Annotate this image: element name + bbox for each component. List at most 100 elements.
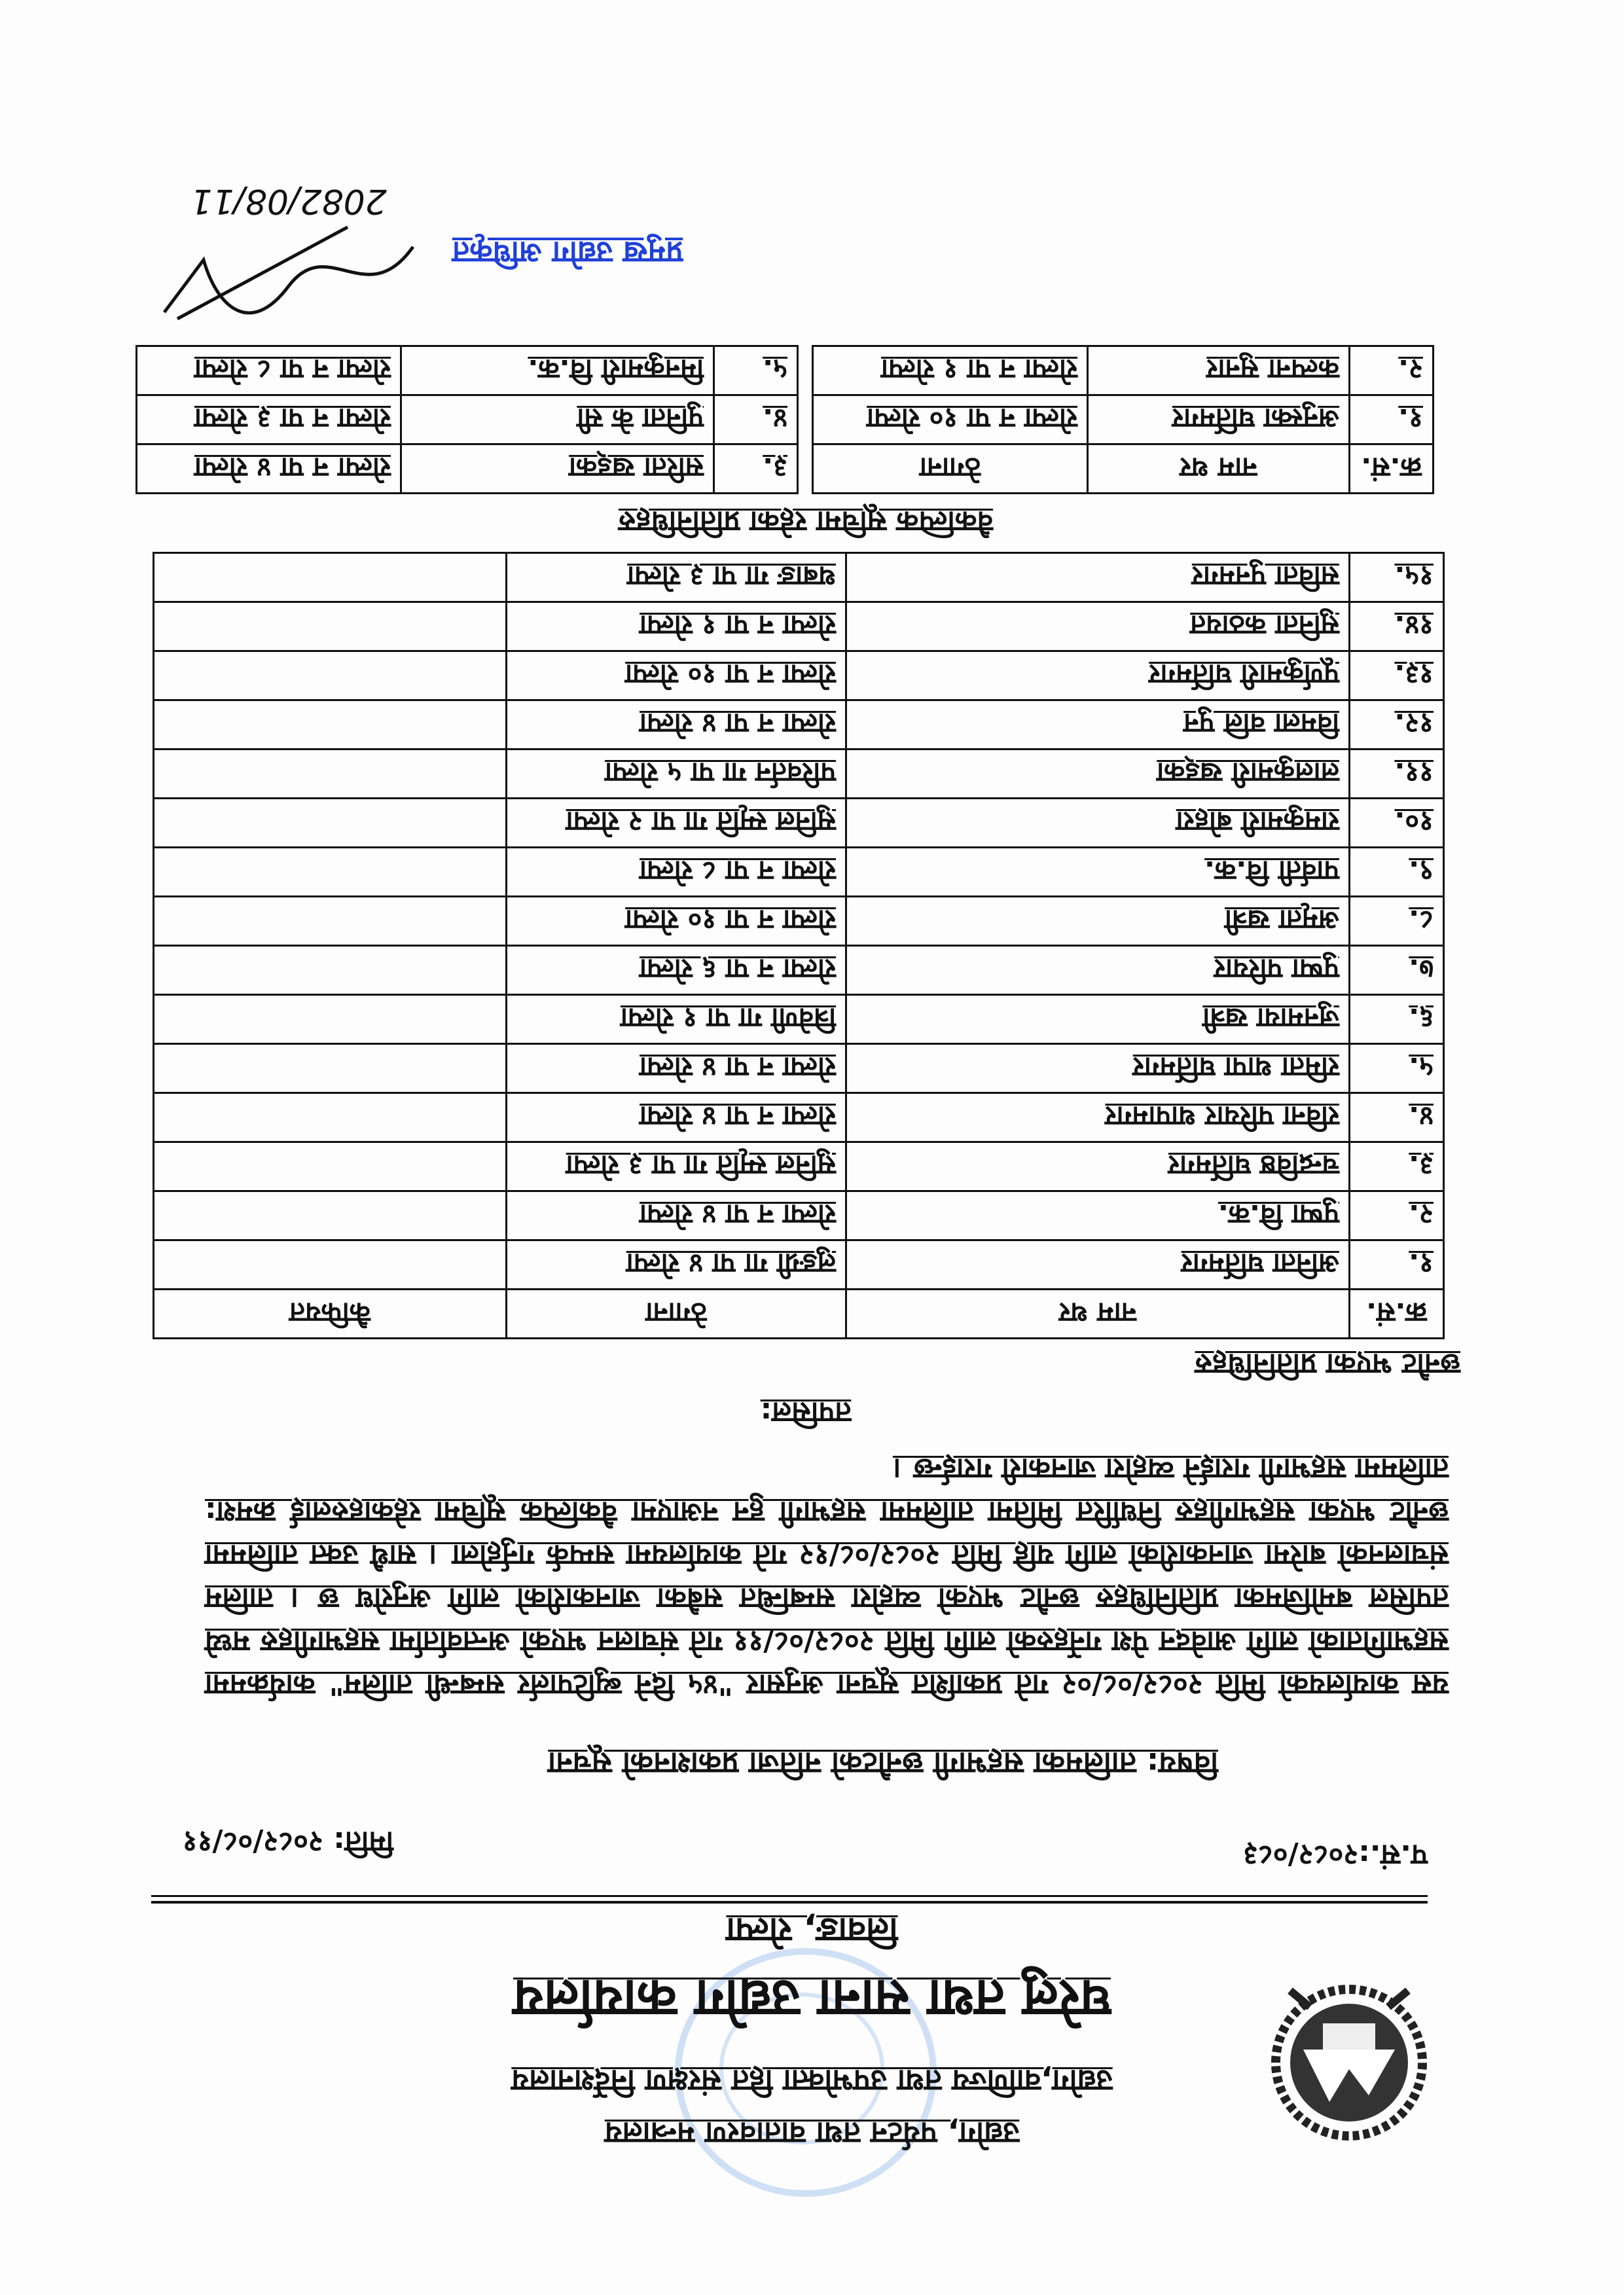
table-row: १. अनुस्का घर्तिमगर रोल्पा न पा १० रोल्पा xyxy=(812,395,1434,444)
cell-address: रोल्पा न पा ४ रोल्पा xyxy=(506,700,846,750)
sn-text: ५. xyxy=(1409,1051,1434,1084)
cell-name: जुनमाया खत्री xyxy=(846,994,1350,1044)
table-row: ८. अमृता खत्री रोल्पा न पा १० रोल्पा xyxy=(153,896,1444,946)
cell-sn: ९. xyxy=(1349,847,1444,897)
name-text: लालकुमारी खड्का xyxy=(1157,757,1339,789)
alternate-heading: वैकल्पिक सूचिमा रहेका प्रतिनिधिहरु xyxy=(618,505,994,538)
cell-sn: ८. xyxy=(1349,896,1444,946)
sn-text: १०. xyxy=(1394,806,1434,839)
sn-text: ९. xyxy=(1409,855,1434,888)
subject-line: विषय: तालिमका सहभागी छनौटको नतिजा प्रकाश… xyxy=(548,1746,1218,1781)
notice-content: यस कार्यालयको मिति २०८२/०८/०२ गते प्रकाश… xyxy=(136,181,1460,1706)
address-text: रोल्पा न पा ६ रोल्पा xyxy=(640,953,836,986)
cell-remark xyxy=(153,994,507,1044)
address-text: रोल्पा न पा ४ रोल्पा xyxy=(640,1051,836,1084)
cell-remark xyxy=(153,602,507,651)
cell-remark xyxy=(153,945,507,995)
sn-text: ४. xyxy=(1409,1100,1434,1133)
address-text: रोल्पा न पा ८ रोल्पा xyxy=(194,353,391,386)
cell-name: सरिता खड्का xyxy=(401,444,714,494)
address-text: रोल्पा न पा ८ रोल्पा xyxy=(640,855,836,888)
address-text: लुङग्री गा पा ४ रोल्पा xyxy=(626,1248,836,1280)
address-text: रोल्पा न पा १० रोल्पा xyxy=(867,403,1077,435)
cell-address: रोल्पा न पा १ रोल्पा xyxy=(812,346,1088,395)
cell-address: रोल्पा न पा ८ रोल्पा xyxy=(136,346,401,395)
table-row: ६. जुनमाया खत्री त्रिवेणी गा पा १ रोल्पा xyxy=(153,994,1444,1044)
name-text: अनिता घर्तिमगर xyxy=(1181,1248,1339,1280)
name-text: विमला वलि पुन xyxy=(1183,708,1339,740)
cell-sn: १. xyxy=(1349,1240,1444,1290)
table-row: २. पुष्पा वि.क. रोल्पा न पा ४ रोल्पा xyxy=(153,1191,1444,1240)
office-location: लिवाङ, रोल्पा xyxy=(726,1910,898,1949)
cell-sn: ३. xyxy=(713,444,798,494)
sn-text: १४. xyxy=(1394,609,1434,642)
cell-sn: ४. xyxy=(1349,1093,1444,1142)
cell-address: रोल्पा न पा ३ रोल्पा xyxy=(136,395,401,444)
cell-remark xyxy=(153,1240,507,1290)
column-header-sn: क्र.सं. xyxy=(1349,444,1434,494)
cell-address: थबाङ गा पा ३ रोल्पा xyxy=(506,552,846,602)
cell-name: रविना परियार थापामगर xyxy=(846,1093,1350,1142)
name-text: सुनिता कठायत xyxy=(1190,609,1339,642)
cell-remark xyxy=(153,749,507,799)
cell-address: रोल्पा न पा ४ रोल्पा xyxy=(506,1191,846,1240)
sn-text: ४. xyxy=(763,403,787,435)
name-text: पार्वती वि.क. xyxy=(1204,855,1339,888)
reference-number: प.सं.:२०८२/०८३ xyxy=(1243,1838,1428,1871)
cell-name: विमला वलि पुन xyxy=(846,700,1350,750)
cell-remark xyxy=(153,798,507,848)
sn-text: ८. xyxy=(1409,904,1434,937)
cell-name: पुष्पा परियार xyxy=(846,945,1350,995)
sn-text: ७. xyxy=(1409,953,1434,986)
cell-sn: ७. xyxy=(1349,945,1444,995)
selected-heading: छनौट भएका प्रतिनिधिहरु xyxy=(1195,1347,1460,1381)
ministry-name: उद्योग, पर्यटन तथा वातावरण मन्त्रालय xyxy=(604,2116,1020,2151)
cell-name: सुनिता कठायत xyxy=(846,602,1350,651)
table-row: ४. रविना परियार थापामगर रोल्पा न पा ४ रोल्… xyxy=(153,1093,1444,1142)
cell-remark xyxy=(153,1142,507,1191)
table-row: १४. सुनिता कठायत रोल्पा न पा १ रोल्पा xyxy=(153,602,1444,651)
cell-address: रोल्पा न पा ४ रोल्पा xyxy=(506,1093,846,1142)
cell-remark xyxy=(153,700,507,750)
sn-text: ११. xyxy=(1394,757,1434,789)
cell-name: अनुस्का घर्तिमगर xyxy=(1087,395,1350,444)
cell-remark xyxy=(153,552,507,602)
cell-address: रोल्पा न पा १० रोल्पा xyxy=(506,896,846,946)
cell-sn: ६. xyxy=(1349,994,1444,1044)
cell-name: मिनकुमारी वि.क. xyxy=(401,346,714,395)
address-text: रोल्पा न पा ३ रोल्पा xyxy=(194,403,391,435)
signature: 2082/08/11 xyxy=(151,181,426,325)
cell-address: लुङग्री गा पा ४ रोल्पा xyxy=(506,1240,846,1290)
signature-scribble xyxy=(163,225,415,321)
tapsil-label: तपसिल: xyxy=(760,1396,852,1429)
cell-address: रोल्पा न पा १ रोल्पा xyxy=(506,602,846,651)
address-text: रोल्पा न पा ४ रोल्पा xyxy=(640,1100,836,1133)
alternate-table-right: ३. सरिता खड्का रोल्पा न पा ४ रोल्पा ४. पुनित… xyxy=(135,345,799,494)
cell-remark xyxy=(153,896,507,946)
address-text: रोल्पा न पा ४ रोल्पा xyxy=(640,1199,836,1231)
table-row: १. अनिता घर्तिमगर लुङग्री गा पा ४ रोल्पा xyxy=(153,1240,1444,1290)
name-text: सरिता खड्का xyxy=(569,452,704,484)
header-divider xyxy=(151,1901,1428,1904)
cell-sn: २. xyxy=(1349,346,1434,395)
name-text: रमिता थापा घर्तिमगर xyxy=(1132,1051,1339,1084)
table-row: ५. मिनकुमारी वि.क. रोल्पा न पा ८ रोल्पा xyxy=(136,346,798,395)
handwritten-date: 2082/08/11 xyxy=(190,181,387,221)
address-text: रोल्पा न पा १० रोल्पा xyxy=(625,904,836,937)
cell-name: लालकुमारी खड्का xyxy=(846,749,1350,799)
cell-remark xyxy=(153,1191,507,1240)
address-text: थबाङ गा पा ३ रोल्पा xyxy=(627,560,836,593)
cell-sn: १. xyxy=(1349,395,1434,444)
address-text: रोल्पा न पा १ रोल्पा xyxy=(881,353,1077,386)
sn-text: ३. xyxy=(1409,1149,1434,1182)
signature-block: प्रमुख उद्योग अधिकृत 2082/08/11 xyxy=(151,181,1460,325)
column-header-name: नाम थर xyxy=(1087,444,1350,494)
cell-name: पुष्पा वि.क. xyxy=(846,1191,1350,1240)
cell-address: रोल्पा न पा ४ रोल्पा xyxy=(136,444,401,494)
name-text: कल्पना सुनार xyxy=(1206,353,1339,386)
table-row: २. कल्पना सुनार रोल्पा न पा १ रोल्पा xyxy=(812,346,1434,395)
sn-text: १. xyxy=(1409,1248,1434,1280)
cell-remark xyxy=(153,651,507,700)
name-text: पूर्णकुमारी घर्तिमगर xyxy=(1149,659,1339,691)
